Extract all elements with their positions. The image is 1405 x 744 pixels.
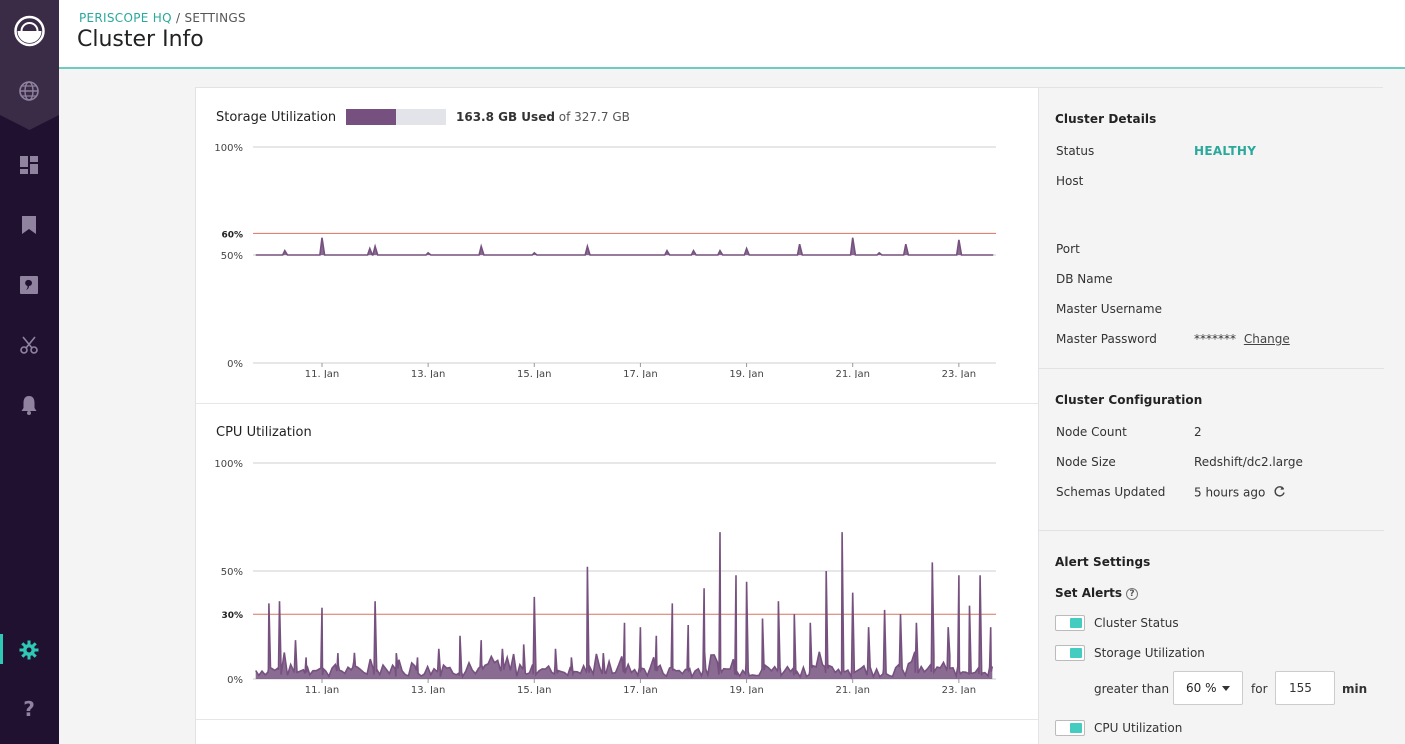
x-tick-label: 21. Jan (835, 369, 870, 378)
gear-icon[interactable] (17, 638, 41, 662)
x-tick-label: 17. Jan (623, 685, 658, 694)
threshold-select[interactable]: 60 % (1173, 671, 1243, 705)
breadcrumb-separator: / (175, 11, 181, 25)
storage-usage-fill (346, 109, 396, 125)
periscope-logo-icon (14, 15, 45, 47)
alert-settings-section: Alert Settings Set Alerts? Cluster Statu… (1039, 531, 1384, 744)
storage-chart-section: Storage Utilization 163.8 GB Used of 327… (196, 88, 1038, 404)
chevron-down-icon (1222, 686, 1230, 691)
x-tick-label: 23. Jan (942, 685, 977, 694)
cluster-config-section: Cluster Configuration Node Count 2 Node … (1039, 369, 1384, 531)
storage-utilization-label: Storage Utilization (1094, 646, 1205, 660)
cluster-info-card: Storage Utilization 163.8 GB Used of 327… (195, 87, 1384, 744)
series-area (255, 237, 994, 255)
x-tick-label: 19. Jan (729, 369, 764, 378)
svg-text:?: ? (23, 698, 35, 720)
set-alerts-label: Set Alerts? (1055, 586, 1139, 600)
status-label: Status (1056, 144, 1095, 158)
bookmark-icon[interactable] (17, 213, 41, 237)
storage-used-value: 163.8 GB Used (456, 110, 555, 124)
storage-chart-title: Storage Utilization (216, 110, 337, 125)
bell-icon[interactable] (17, 393, 41, 417)
breadcrumb: PERISCOPE HQ / SETTINGS (79, 11, 246, 25)
refresh-icon[interactable] (1273, 485, 1286, 501)
storage-total-value: of 327.7 GB (558, 110, 630, 124)
y-tick-label: 100% (214, 459, 243, 470)
node-count-value: 2 (1194, 425, 1202, 439)
dashboard-icon[interactable] (17, 153, 41, 177)
question-circle-icon[interactable]: ? (1126, 587, 1139, 600)
x-tick-label: 19. Jan (729, 685, 764, 694)
threshold-select-value: 60 % (1186, 681, 1217, 695)
cluster-config-title: Cluster Configuration (1055, 393, 1203, 407)
node-size-label: Node Size (1056, 455, 1116, 469)
threshold-label: 60% (221, 230, 243, 240)
cpu-utilization-label: CPU Utilization (1094, 721, 1183, 735)
series-line (255, 237, 994, 256)
cluster-status-toggle[interactable] (1055, 615, 1085, 631)
active-indicator (0, 634, 3, 664)
x-tick-label: 11. Jan (305, 369, 340, 378)
change-password-link[interactable]: Change (1243, 332, 1290, 346)
x-tick-label: 17. Jan (623, 369, 658, 378)
schemas-updated-value: 5 hours ago (1194, 485, 1286, 501)
storage-chart: 0% 50% 100% 60% 11. Jan 13. Jan 15. Jan 17. Jan… (214, 143, 996, 378)
series-line (255, 532, 994, 680)
y-tick-label: 50% (221, 567, 243, 578)
help-icon[interactable]: ? (17, 697, 41, 721)
threshold-label: 30% (221, 611, 243, 621)
password-mask: ******* (1194, 332, 1236, 346)
y-tick-label: 0% (227, 359, 243, 370)
cluster-details-title: Cluster Details (1055, 112, 1157, 126)
storage-usage-bar (346, 109, 446, 125)
port-label: Port (1056, 242, 1080, 256)
page-header: PERISCOPE HQ / SETTINGS Cluster Info (59, 0, 1405, 69)
x-tick-label: 13. Jan (411, 369, 446, 378)
cluster-details-section: Cluster Details Status HEALTHY Host Port… (1039, 88, 1384, 369)
y-tick-label: 100% (214, 143, 243, 154)
status-badge: HEALTHY (1194, 144, 1257, 158)
node-size-value: Redshift/dc2.large (1194, 455, 1303, 469)
set-alerts-text: Set Alerts (1055, 586, 1123, 600)
charts-column: Storage Utilization 163.8 GB Used of 327… (196, 88, 1038, 744)
globe-icon[interactable] (17, 79, 41, 103)
min-label: min (1342, 682, 1368, 696)
y-tick-label: 0% (227, 675, 243, 686)
alert-settings-title: Alert Settings (1055, 555, 1151, 569)
x-tick-label: 15. Jan (517, 369, 552, 378)
cluster-status-label: Cluster Status (1094, 616, 1179, 630)
greater-than-label: greater than (1094, 682, 1170, 696)
cpu-chart-title: CPU Utilization (216, 425, 312, 440)
x-tick-label: 23. Jan (942, 369, 977, 378)
x-tick-label: 15. Jan (517, 685, 552, 694)
breadcrumb-org-link[interactable]: PERISCOPE HQ (79, 11, 172, 25)
x-tick-label: 13. Jan (411, 685, 446, 694)
cpu-chart-section: CPU Utilization 0% 50% 100% 30% 11. Jan 13. J… (196, 404, 1038, 720)
storage-utilization-toggle[interactable] (1055, 645, 1085, 661)
storage-usage-label: 163.8 GB Used of 327.7 GB (456, 110, 630, 124)
master-password-label: Master Password (1056, 332, 1157, 346)
master-username-label: Master Username (1056, 302, 1162, 316)
right-panel: Cluster Details Status HEALTHY Host Port… (1038, 88, 1384, 744)
cpu-utilization-toggle[interactable] (1055, 720, 1085, 736)
sidebar: ? (0, 0, 59, 744)
scissors-icon[interactable] (17, 333, 41, 357)
x-tick-label: 21. Jan (835, 685, 870, 694)
page-title: Cluster Info (77, 27, 204, 52)
master-password-value: ******* Change (1194, 332, 1290, 346)
breadcrumb-current: SETTINGS (184, 11, 246, 25)
x-tick-label: 11. Jan (305, 685, 340, 694)
cpu-chart: 0% 50% 100% 30% 11. Jan 13. Jan 15. Jan 17. Jan… (214, 459, 996, 694)
discovery-icon[interactable] (17, 273, 41, 297)
schemas-updated-label: Schemas Updated (1056, 485, 1166, 499)
for-label: for (1251, 682, 1268, 696)
y-tick-label: 50% (221, 251, 243, 262)
node-count-label: Node Count (1056, 425, 1127, 439)
minutes-input[interactable] (1275, 671, 1335, 705)
logo-block (0, 0, 59, 130)
host-label: Host (1056, 174, 1084, 188)
schemas-updated-time: 5 hours ago (1194, 485, 1266, 500)
db-name-label: DB Name (1056, 272, 1113, 286)
